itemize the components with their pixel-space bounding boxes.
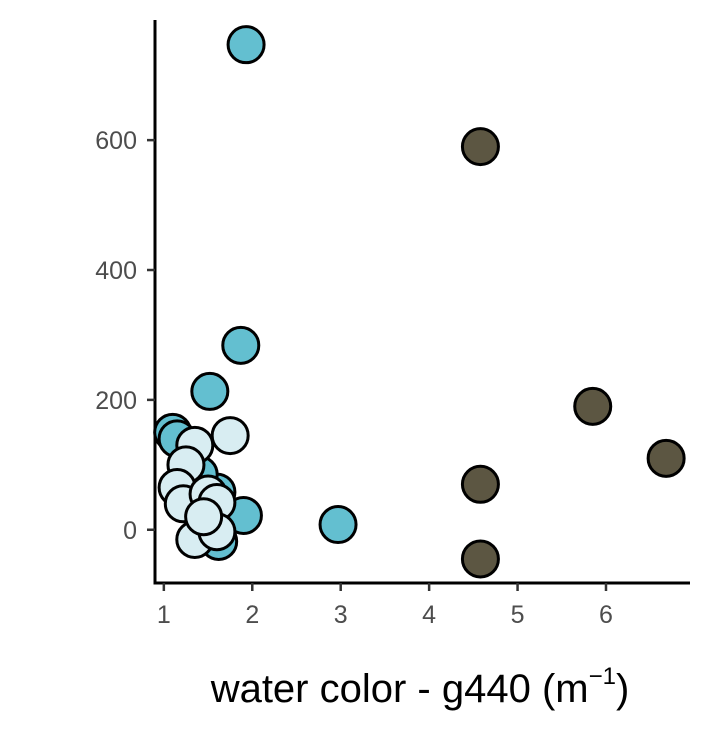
x-tick-label: 4 [422,601,436,629]
y-axis: 0 200 400 600 [95,20,157,583]
y-tick-label: 600 [95,127,137,155]
data-point [190,371,230,411]
y-tick-label: 200 [95,387,137,415]
x-tick-label: 1 [157,601,171,629]
data-point [184,497,224,537]
x-tick-label: 2 [245,601,259,629]
x-tick-label: 3 [334,601,348,629]
x-axis: 1 2 3 4 5 6 [153,581,690,629]
y-tick-label: 400 [95,257,137,285]
y-tick-label: 0 [123,517,137,545]
data-point [573,386,613,426]
data-point [318,505,358,545]
data-point [460,127,500,167]
x-tick-label: 5 [511,601,525,629]
data-point [460,539,500,579]
x-axis-title: water color - g440 (m−1) [210,663,630,711]
data-point [460,464,500,504]
data-point [221,325,261,365]
data-points [153,25,686,579]
x-tick-label: 6 [599,601,613,629]
data-point [210,416,250,456]
data-point [646,438,686,478]
data-point [226,25,266,65]
